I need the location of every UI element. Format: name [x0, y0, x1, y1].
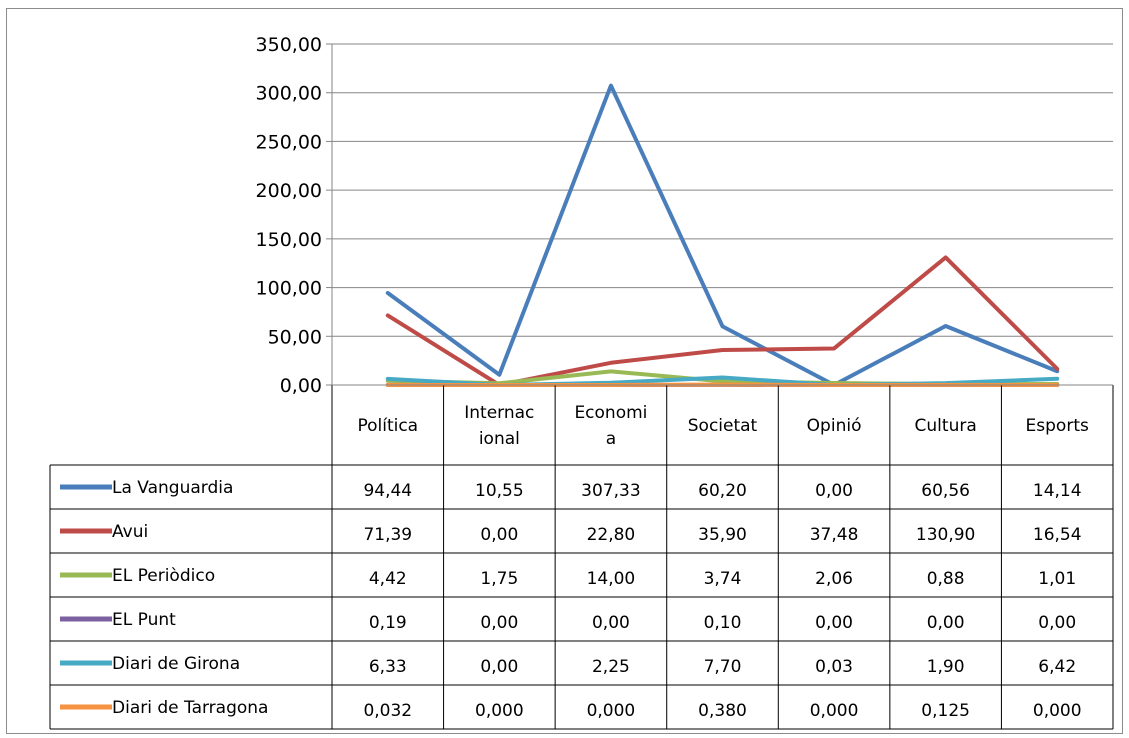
table-cell-value: 0,000 — [475, 701, 524, 721]
category-label: Política — [357, 416, 418, 436]
table-cell-value: 0,032 — [363, 701, 412, 721]
y-axis: 0,00 50,00 100,00 150,00 200,00 250,00 300,00 3… — [256, 34, 333, 397]
table-cell-value: 60,56 — [921, 481, 970, 501]
data-point — [609, 84, 613, 88]
table-cell-value: 307,33 — [581, 481, 640, 501]
y-tick-label: 350,00 — [256, 34, 322, 56]
series-line-1 — [385, 83, 1060, 387]
table-cell-value: 0,00 — [480, 657, 518, 677]
table-cell-value: 0,10 — [704, 613, 742, 633]
category-label: ional — [479, 429, 520, 449]
category-label: Economi — [574, 403, 647, 423]
table-cell-value: 0,00 — [815, 613, 853, 633]
table-cell-value: 0,000 — [587, 701, 636, 721]
series-name: La Vanguardia — [112, 478, 233, 498]
table-cell-value: 0,88 — [927, 569, 965, 589]
table-cell-value: 0,00 — [1038, 613, 1076, 633]
table-cell-value: 3,74 — [704, 569, 742, 589]
data-point — [1055, 367, 1059, 371]
data-point — [721, 375, 724, 379]
y-tick-label: 0,00 — [280, 375, 322, 397]
table-cell-value: 1,90 — [927, 657, 965, 677]
table-cell-value: 0,000 — [1033, 701, 1082, 721]
gridlines — [332, 43, 1113, 386]
data-point — [721, 324, 724, 328]
table-cell-value: 2,25 — [592, 657, 630, 677]
table-cell-value: 0,00 — [480, 613, 518, 633]
table-cell-value: 6,33 — [369, 657, 407, 677]
data-point — [609, 369, 613, 373]
table-cell-value: 0,03 — [815, 657, 853, 677]
data-point — [832, 346, 836, 350]
data-point — [944, 324, 948, 328]
table-cell-value: 0,000 — [810, 701, 859, 721]
table-cell-value: 1,75 — [480, 569, 518, 589]
data-point — [386, 313, 390, 317]
table-cell-value: 14,14 — [1033, 481, 1082, 501]
data-point — [944, 255, 948, 259]
data-point — [721, 379, 724, 383]
category-label: a — [606, 429, 616, 449]
y-tick-label: 300,00 — [256, 83, 322, 105]
table-cell-value: 94,44 — [363, 481, 412, 501]
table-cell-value: 2,06 — [815, 569, 853, 589]
table-cell-value: 4,42 — [369, 569, 407, 589]
table-cell-value: 35,90 — [698, 525, 747, 545]
series-name: EL Periòdico — [112, 566, 215, 586]
series-name: EL Punt — [112, 610, 176, 630]
y-tick-label: 250,00 — [256, 131, 322, 153]
category-label: Internac — [464, 403, 534, 423]
data-point — [721, 348, 724, 352]
table-cell-value: 7,70 — [704, 657, 742, 677]
data-point — [1055, 377, 1059, 381]
y-tick-label: 150,00 — [256, 229, 322, 251]
y-tick-label: 50,00 — [268, 326, 322, 348]
table-cell-value: 14,00 — [587, 569, 636, 589]
data-point — [386, 377, 390, 381]
table-cell-value: 6,42 — [1038, 657, 1076, 677]
table-cell-value: 0,00 — [927, 613, 965, 633]
data-point — [609, 361, 613, 365]
table-cell-value: 0,00 — [592, 613, 630, 633]
series-name: Avui — [112, 522, 148, 542]
category-label: Societat — [688, 416, 758, 436]
table-cell-value: 22,80 — [587, 525, 636, 545]
data-table: Política Internac ional Economi a Societat Opi… — [49, 384, 1114, 730]
y-tick-label: 200,00 — [256, 180, 322, 202]
table-cell-value: 60,20 — [698, 481, 747, 501]
series-lines — [385, 83, 1060, 387]
category-label: Opinió — [807, 416, 862, 436]
table-cell-value: 0,00 — [815, 481, 853, 501]
y-tick-label: 100,00 — [256, 278, 322, 300]
table-cell-value: 71,39 — [363, 525, 412, 545]
category-label: Esports — [1026, 416, 1089, 436]
table-cell-value: 37,48 — [810, 525, 859, 545]
data-point — [497, 373, 501, 377]
table-cell-value: 16,54 — [1033, 525, 1082, 545]
table-cell-value: 0,380 — [698, 701, 747, 721]
series-name: Diari de Tarragona — [112, 698, 268, 718]
table-cell-value: 0,125 — [921, 701, 970, 721]
table-cell-value: 10,55 — [475, 481, 524, 501]
series-name: Diari de Girona — [112, 654, 240, 674]
table-cell-value: 1,01 — [1038, 569, 1076, 589]
table-cell-value: 0,19 — [369, 613, 407, 633]
table-cell-value: 0,00 — [480, 525, 518, 545]
category-label: Cultura — [915, 416, 977, 436]
table-cell-value: 130,90 — [916, 525, 975, 545]
data-point — [386, 291, 390, 295]
